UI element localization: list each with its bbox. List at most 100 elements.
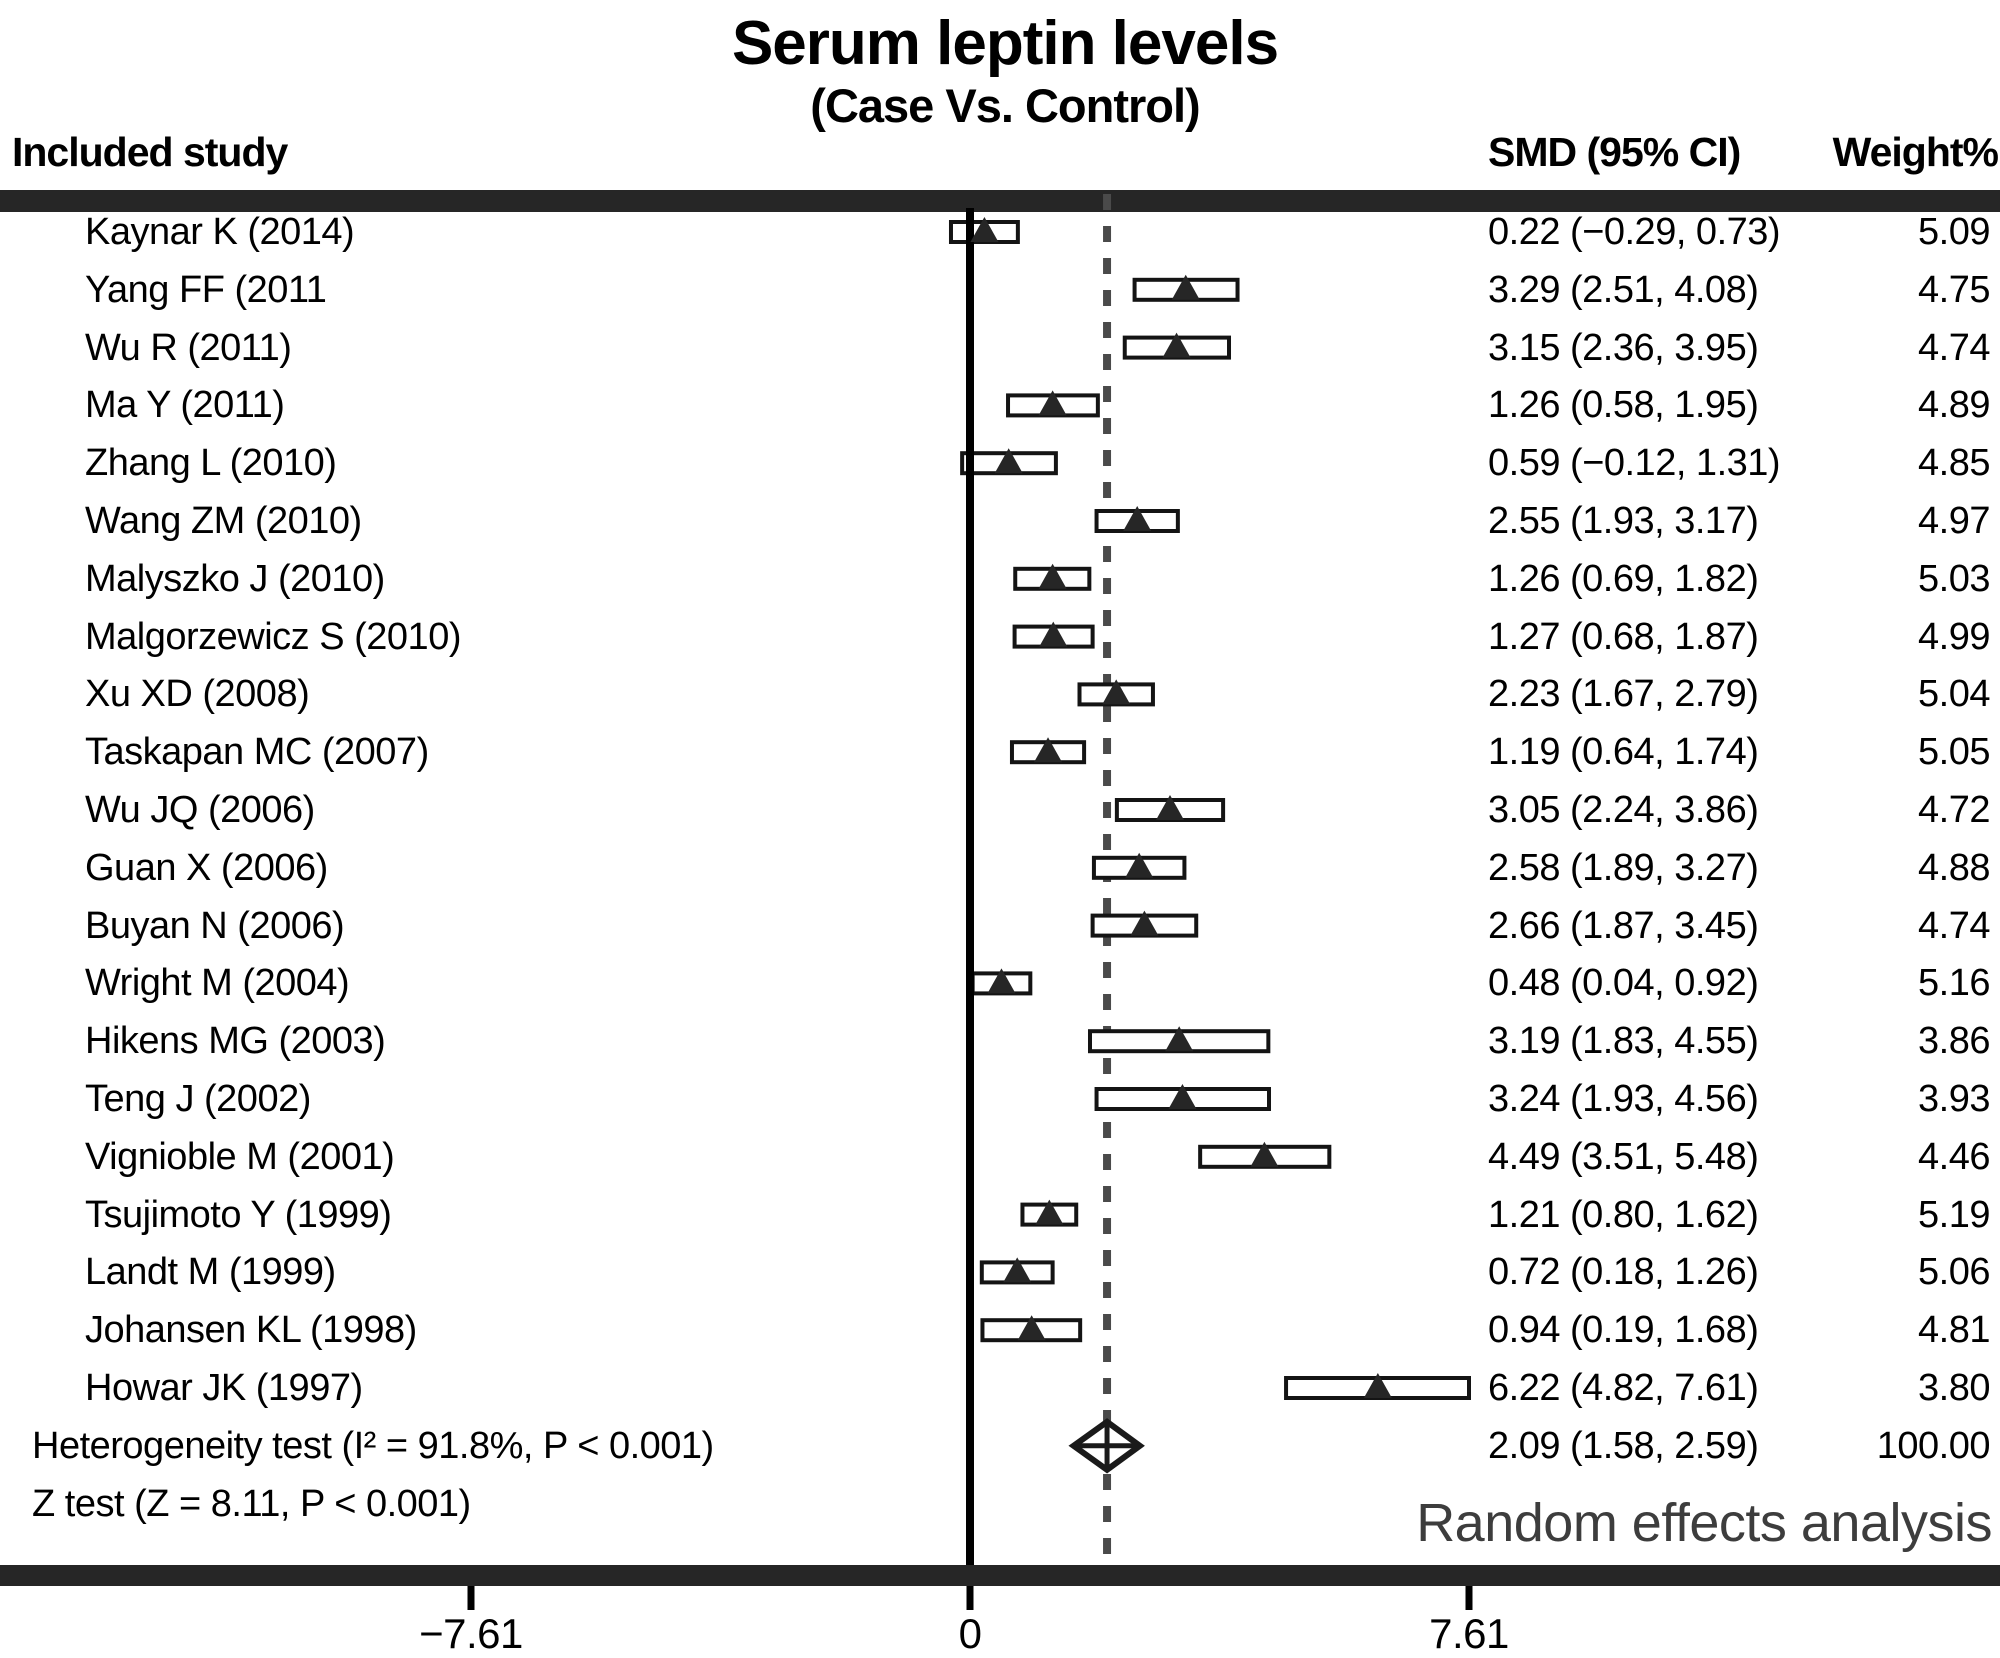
study-label: Yang FF (2011 [85,268,327,311]
point-estimate-triangle [1125,852,1154,878]
point-estimate-triangle [1162,332,1191,358]
column-header-smd-ci: SMD (95% CI) [1488,129,1741,175]
study-label: Wu R (2011) [85,326,292,369]
column-header-included-study: Included study [12,129,288,175]
chart-subtitle: (Case Vs. Control) [810,79,1200,132]
smd-ci-value: 2.55 (1.93, 3.17) [1488,500,1759,542]
x-axis-tick-label: 0 [958,1610,982,1657]
smd-ci-value: 3.29 (2.51, 4.08) [1488,268,1759,311]
weight-value: 4.75 [1918,268,1990,311]
smd-ci-value: 0.72 (0.18, 1.26) [1488,1251,1759,1294]
study-label: Howar JK (1997) [85,1367,363,1409]
point-estimate-triangle [1168,1084,1197,1109]
study-label: Vignioble M (2001) [85,1135,395,1178]
smd-ci-value: 2.58 (1.89, 3.27) [1488,846,1759,889]
study-label: Kaynar K (2014) [85,211,355,253]
weight-value: 4.85 [1918,442,1990,485]
point-estimate-triangle [1130,910,1159,936]
point-estimate-triangle [970,217,999,242]
study-label: Landt M (1999) [85,1251,336,1294]
smd-ci-value: 2.66 (1.87, 3.45) [1488,904,1759,947]
weight-value: 4.88 [1918,846,1990,889]
weight-value: 4.97 [1918,500,1990,542]
x-axis-tick [966,1586,974,1610]
point-estimate-triangle [1038,390,1067,416]
weight-value: 5.03 [1918,557,1990,600]
point-estimate-triangle [1165,1026,1194,1052]
x-axis-tick-label: 7.61 [1429,1610,1509,1657]
weight-value: 3.86 [1918,1020,1990,1063]
x-axis-tick [467,1586,475,1610]
study-label: Xu XD (2008) [85,673,310,716]
study-label: Malgorzewicz S (2010) [85,615,461,658]
study-label: Guan X (2006) [85,846,328,889]
study-label: Zhang L (2010) [85,442,337,485]
study-label: Hikens MG (2003) [85,1020,386,1063]
study-label: Taskapan MC (2007) [85,731,429,774]
point-estimate-triangle [1250,1141,1279,1167]
weight-value: 4.89 [1918,384,1990,427]
pooled-weight-value: 100.00 [1876,1424,1991,1467]
weight-value: 5.09 [1918,211,1990,253]
pooled-smd-ci-value: 2.09 (1.58, 2.59) [1488,1424,1759,1467]
study-label: Ma Y (2011) [85,384,285,427]
column-header-weight: Weight% [1832,129,1999,175]
point-estimate-triangle [987,968,1016,994]
weight-value: 5.19 [1918,1193,1990,1236]
smd-ci-value: 3.05 (2.24, 3.86) [1488,789,1759,831]
weight-value: 5.16 [1918,962,1990,1005]
point-estimate-triangle [1038,563,1067,589]
point-estimate-triangle [1155,795,1184,820]
weight-value: 4.74 [1918,326,1990,369]
weight-value: 3.80 [1918,1367,1990,1409]
smd-ci-value: 1.26 (0.58, 1.95) [1488,384,1759,427]
smd-ci-value: 1.21 (0.80, 1.62) [1488,1193,1759,1236]
point-estimate-triangle [1034,737,1063,763]
smd-ci-value: 0.94 (0.19, 1.68) [1488,1309,1759,1352]
study-label: Wang ZM (2010) [85,500,362,542]
axis-rule-bar [0,1565,2000,1586]
smd-ci-value: 2.23 (1.67, 2.79) [1488,673,1759,716]
chart-title: Serum leptin levels [731,9,1279,78]
study-label: Malyszko J (2010) [85,557,385,600]
x-axis-tick-label: −7.61 [419,1610,523,1657]
heterogeneity-test-text: Heterogeneity test (I² = 91.8%, P < 0.00… [32,1425,714,1467]
smd-ci-value: 1.19 (0.64, 1.74) [1488,731,1759,774]
point-estimate-triangle [1039,621,1068,647]
weight-value: 3.93 [1918,1078,1990,1120]
smd-ci-value: 0.48 (0.04, 0.92) [1488,962,1759,1005]
smd-ci-value: 4.49 (3.51, 5.48) [1488,1135,1759,1178]
smd-ci-value: 0.59 (−0.12, 1.31) [1488,442,1781,485]
point-estimate-triangle [1102,679,1131,705]
weight-value: 4.72 [1918,789,1990,831]
point-estimate-triangle [1035,1199,1064,1225]
study-label: Johansen KL (1998) [85,1309,417,1352]
point-estimate-triangle [1003,1257,1032,1283]
study-label: Wu JQ (2006) [85,789,315,831]
weight-value: 4.99 [1918,615,1990,658]
weight-value: 5.04 [1918,673,1990,716]
study-label: Wright M (2004) [85,962,350,1005]
smd-ci-value: 1.27 (0.68, 1.87) [1488,615,1759,658]
weight-value: 4.81 [1918,1309,1990,1352]
weight-value: 5.05 [1918,731,1990,774]
point-estimate-triangle [994,448,1023,474]
point-estimate-triangle [1363,1373,1392,1398]
x-axis-tick [1465,1586,1473,1610]
smd-ci-value: 0.22 (−0.29, 0.73) [1488,211,1781,253]
smd-ci-value: 6.22 (4.82, 7.61) [1488,1367,1759,1409]
model-type-label: Random effects analysis [1416,1493,1992,1553]
point-estimate-triangle [1123,506,1152,531]
z-test-text: Z test (Z = 8.11, P < 0.001) [32,1483,471,1525]
smd-ci-value: 3.24 (1.93, 4.56) [1488,1078,1759,1120]
study-label: Buyan N (2006) [85,904,345,947]
header-rule-bar [0,190,2000,212]
study-label: Teng J (2002) [85,1078,311,1120]
weight-value: 4.74 [1918,904,1990,947]
smd-ci-value: 3.19 (1.83, 4.55) [1488,1020,1759,1063]
point-estimate-triangle [1017,1315,1046,1341]
weight-value: 5.06 [1918,1251,1990,1294]
